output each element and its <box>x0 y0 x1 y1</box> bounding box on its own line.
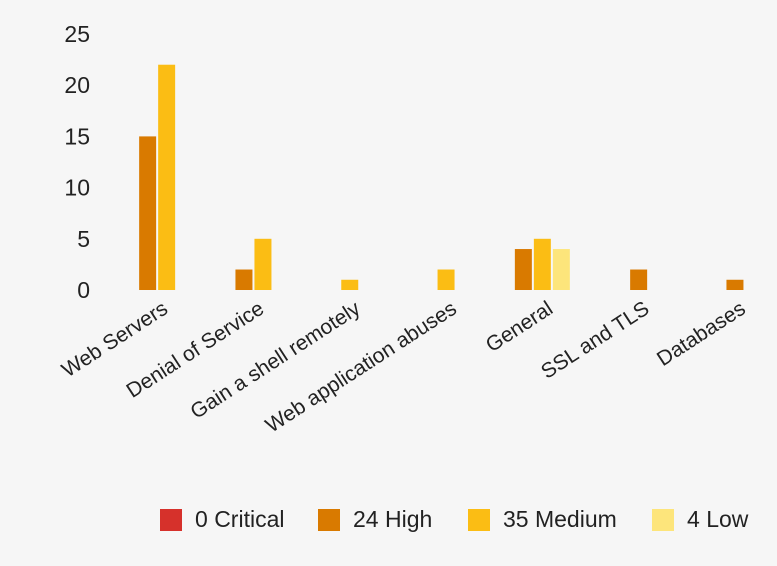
legend-swatch <box>318 509 340 531</box>
legend-swatch <box>652 509 674 531</box>
legend-swatch <box>160 509 182 531</box>
bar-high-0[interactable] <box>139 136 157 290</box>
legend-label: 35 Medium <box>503 506 617 532</box>
bar-low-4[interactable] <box>552 249 570 290</box>
x-category-label: Databases <box>653 297 750 371</box>
legend: 0 Critical 24 High 35 Medium 4 Low <box>160 506 749 532</box>
legend-name: Critical <box>214 506 284 532</box>
bar-medium-1[interactable] <box>254 238 272 290</box>
legend-item-critical[interactable]: 0 Critical <box>160 506 284 532</box>
legend-label: 0 Critical <box>195 506 284 532</box>
legend-item-medium[interactable]: 35 Medium <box>468 506 617 532</box>
legend-swatch <box>468 509 490 531</box>
bar-high-4[interactable] <box>514 249 532 290</box>
legend-label: 4 Low <box>687 506 749 532</box>
bar-medium-2[interactable] <box>341 279 359 290</box>
legend-count: 35 <box>503 506 529 532</box>
legend-count: 0 <box>195 506 208 532</box>
legend-item-low[interactable]: 4 Low <box>652 506 749 532</box>
legend-name: High <box>385 506 432 532</box>
bar-high-5[interactable] <box>630 269 648 290</box>
bar-high-6[interactable] <box>726 279 744 290</box>
y-tick-label: 15 <box>64 123 90 149</box>
y-tick-label: 5 <box>77 226 90 252</box>
x-category-label: SSL and TLS <box>537 297 653 384</box>
legend-count: 4 <box>687 506 700 532</box>
bar-medium-0[interactable] <box>158 64 176 290</box>
y-tick-label: 10 <box>64 175 90 201</box>
legend-item-high[interactable]: 24 High <box>318 506 432 532</box>
bar-high-1[interactable] <box>235 269 253 290</box>
y-tick-label: 20 <box>64 72 90 98</box>
y-axis: 0 5 10 15 20 25 <box>64 21 90 303</box>
bar-medium-3[interactable] <box>437 269 455 290</box>
bars <box>139 64 744 290</box>
x-category-label: General <box>482 297 557 357</box>
legend-label: 24 High <box>353 506 432 532</box>
legend-name: Medium <box>535 506 617 532</box>
y-tick-label: 25 <box>64 21 90 47</box>
legend-name: Low <box>706 506 749 532</box>
bar-medium-4[interactable] <box>533 238 551 290</box>
x-category-label: Gain a shell remotely <box>187 297 365 424</box>
legend-count: 24 <box>353 506 379 532</box>
y-tick-label: 0 <box>77 277 90 303</box>
